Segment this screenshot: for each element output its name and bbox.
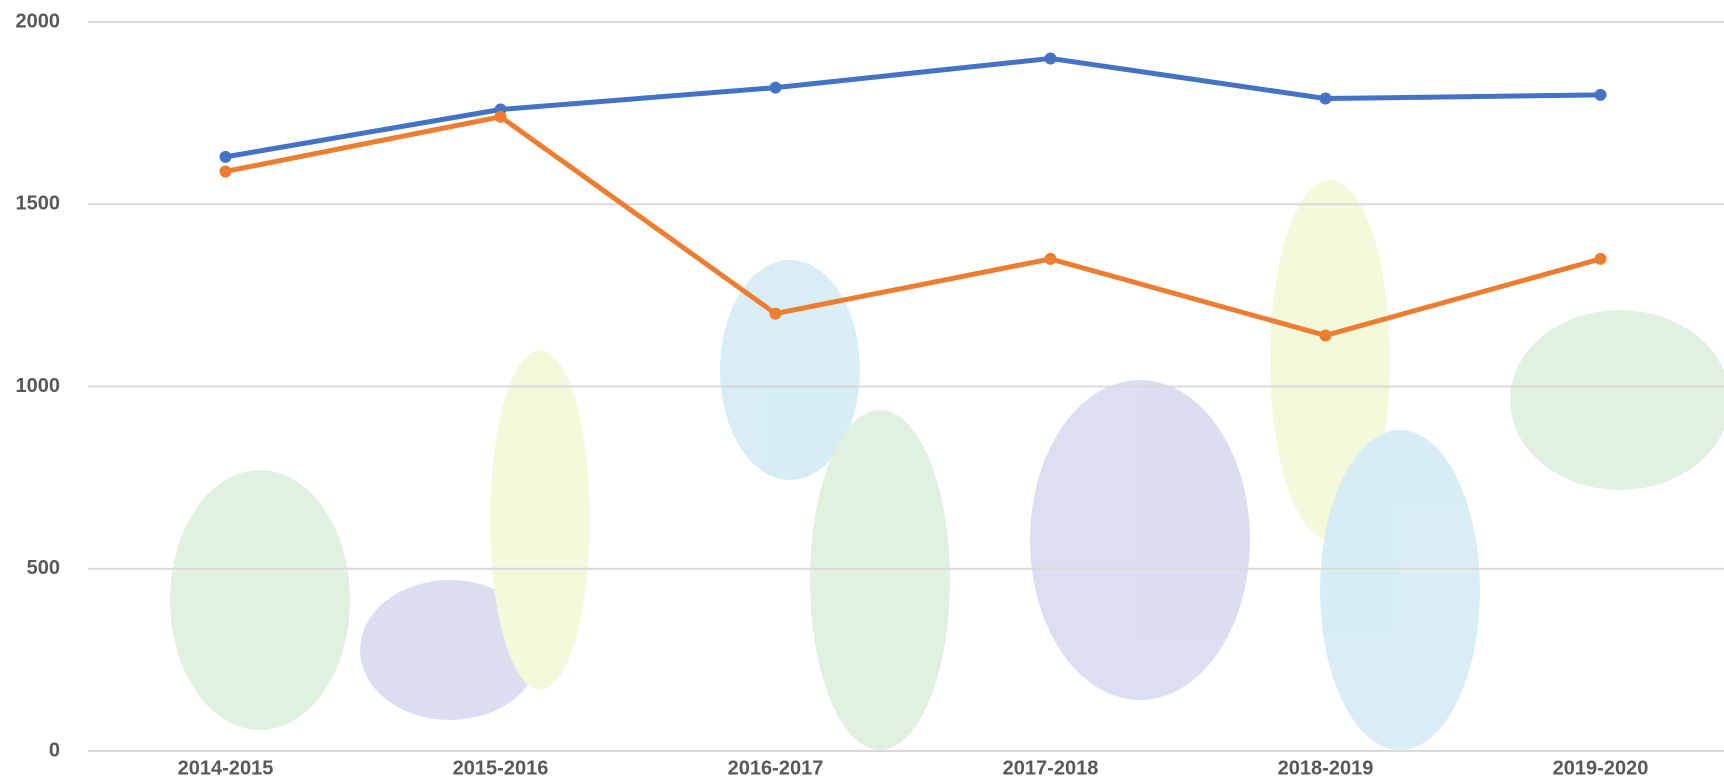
y-tick-label: 0 [49, 739, 60, 761]
data-point [1594, 88, 1607, 101]
series-line [225, 114, 1602, 338]
y-tick-label: 1000 [16, 375, 61, 397]
data-point [219, 150, 232, 163]
x-tick-label: 2016-2017 [728, 757, 824, 779]
data-point [769, 81, 782, 94]
x-tick-label: 2018-2019 [1278, 757, 1374, 779]
data-point [1319, 92, 1332, 105]
x-tick-label: 2019-2020 [1553, 757, 1649, 779]
series-line [225, 55, 1601, 160]
silhouette [1030, 380, 1250, 700]
data-point [1044, 252, 1057, 265]
x-tick-label: 2014-2015 [178, 757, 274, 779]
x-tick-label: 2015-2016 [453, 757, 549, 779]
x-tick-label: 2017-2018 [1003, 757, 1099, 779]
silhouette [720, 260, 860, 480]
y-tick-label: 2000 [16, 10, 61, 32]
silhouette [1320, 430, 1480, 750]
data-point [219, 165, 232, 178]
silhouette [810, 410, 950, 750]
data-point [494, 110, 507, 123]
silhouette [490, 350, 590, 690]
silhouette [170, 470, 350, 730]
y-tick-label: 500 [27, 557, 60, 579]
data-point [1319, 329, 1332, 342]
data-point [1044, 52, 1057, 65]
silhouette [1510, 310, 1724, 490]
y-tick-label: 1500 [16, 193, 61, 215]
data-point [1594, 252, 1607, 265]
background-art [170, 180, 1724, 750]
silhouette [1270, 180, 1390, 540]
data-point [769, 307, 782, 320]
silhouette [360, 580, 540, 720]
